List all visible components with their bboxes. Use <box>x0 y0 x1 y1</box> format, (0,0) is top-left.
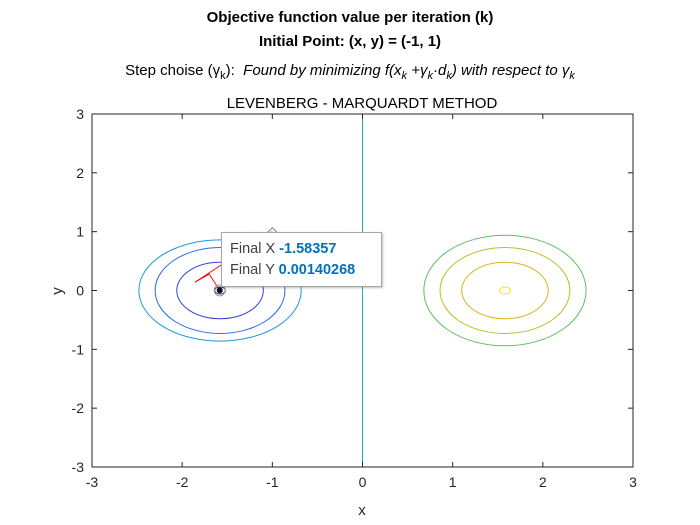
x-axis-label: x <box>358 502 366 519</box>
y-tick-label: -2 <box>72 400 85 416</box>
y-tick-label: 3 <box>76 106 84 122</box>
datatip-y-label: Final Y <box>230 262 275 278</box>
datatip-y-row: Final Y 0.00140268 <box>230 260 381 281</box>
x-tick-label: -2 <box>176 474 189 490</box>
contour-line-4 <box>499 286 511 295</box>
y-tick-label: -1 <box>72 341 85 357</box>
step-choice-line: Step choise (γk): Found by minimizing f(… <box>125 62 575 82</box>
y-tick-label: 2 <box>76 165 84 181</box>
contour-line-6 <box>439 247 571 334</box>
x-tick-label: -3 <box>86 474 99 490</box>
y-axis-label: y <box>49 287 66 295</box>
x-tick-label: 2 <box>539 474 547 490</box>
y-tick-label: 0 <box>76 283 84 299</box>
x-tick-label: 0 <box>359 474 367 490</box>
contour-line-3 <box>138 239 302 342</box>
final-point-ring <box>213 284 226 297</box>
x-tick-label: 3 <box>629 474 637 490</box>
x-tick-label: -1 <box>266 474 279 490</box>
datatip-y-value: 0.00140268 <box>278 262 356 278</box>
datatip-x-value: -1.58357 <box>279 241 337 257</box>
datatip-x-row: Final X -1.58357 <box>230 239 381 260</box>
final-point-datatip[interactable]: Final X -1.58357 Final Y 0.00140268 <box>221 232 382 287</box>
final-point-marker[interactable] <box>216 287 223 294</box>
contour-line-2 <box>154 247 286 334</box>
x-tick-label: 1 <box>449 474 457 490</box>
datatip-x-label: Final X <box>230 241 276 257</box>
figure-subtitle: Initial Point: (x, y) = (-1, 1) <box>258 33 442 50</box>
axes-title: LEVENBERG - MARQUARDT METHOD <box>227 95 498 112</box>
contour-line-5 <box>461 261 549 320</box>
contour-line-1 <box>176 261 264 320</box>
contour-line-7 <box>423 234 587 347</box>
y-tick-label: 1 <box>76 224 84 240</box>
figure-title: Objective function value per iteration (… <box>206 9 494 26</box>
y-tick-label: -3 <box>72 459 85 475</box>
